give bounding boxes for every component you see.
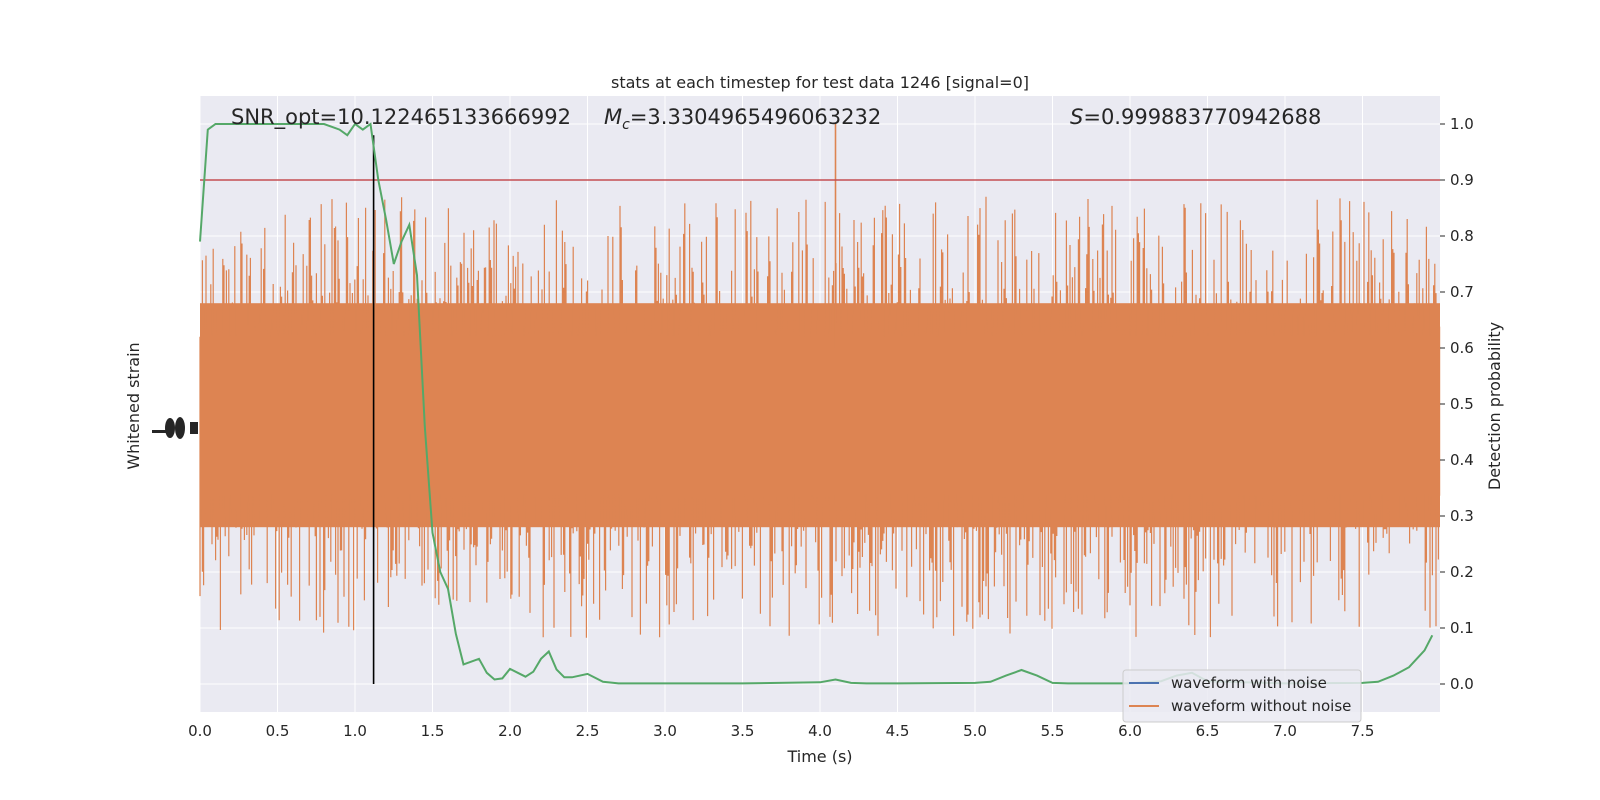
mc-subscript: c: [622, 117, 630, 133]
left-tick-blob: [152, 430, 168, 433]
left-axis-overlapped-ticks: [152, 417, 198, 439]
mc-value: =3.3304965496063232: [630, 105, 881, 129]
y-tick-label: 0.0: [1450, 675, 1474, 693]
x-tick-label: 0.5: [266, 722, 290, 740]
x-tick-label: 6.0: [1118, 722, 1142, 740]
x-tick-label: 0.0: [188, 722, 212, 740]
y-tick-label: 1.0: [1450, 115, 1474, 133]
waveform-without-noise-series: [199, 124, 1441, 638]
detection-probability-line: [199, 122, 1434, 685]
left-tick-blob: [175, 417, 185, 439]
x-tick-label: 7.0: [1273, 722, 1297, 740]
x-tick-label: 3.0: [653, 722, 677, 740]
y-tick-label: 0.3: [1450, 507, 1474, 525]
x-tick-label: 4.0: [808, 722, 832, 740]
y-tick-label: 0.8: [1450, 227, 1474, 245]
s-annotation: S=0.999883770942688: [1070, 105, 1321, 129]
x-tick-label: 4.5: [886, 722, 910, 740]
x-tick-label: 7.5: [1351, 722, 1375, 740]
x-tick-label: 5.0: [963, 722, 987, 740]
s-value: =0.999883770942688: [1083, 105, 1321, 129]
snr-annotation: SNR_opt=10.122465133666992: [231, 105, 571, 130]
x-tick-label: 2.5: [576, 722, 600, 740]
s-symbol: S: [1070, 105, 1083, 129]
y-tick-label: 0.5: [1450, 395, 1474, 413]
left-tick-blob: [165, 418, 175, 438]
waveform-trace: [199, 196, 1441, 638]
x-axis-label: Time (s): [786, 747, 852, 766]
x-tick-label: 1.5: [421, 722, 445, 740]
y-tick-label: 0.2: [1450, 563, 1474, 581]
x-axis-ticks: 0.0 0.5 1.0 1.5 2.0 2.5 3.0 3.5 4.0 4.5 5.0 5.5 6.0 6…: [188, 722, 1374, 740]
chart-title: stats at each timestep for test data 124…: [611, 73, 1029, 92]
y-tick-label: 0.7: [1450, 283, 1474, 301]
x-tick-label: 3.5: [731, 722, 755, 740]
y-tick-label: 0.9: [1450, 171, 1474, 189]
y-tick-label: 0.6: [1450, 339, 1474, 357]
legend-label-without-noise: waveform without noise: [1171, 697, 1351, 715]
left-tick-blob: [190, 422, 198, 434]
detection-probability-series: [199, 122, 1434, 685]
y-tick-label: 0.4: [1450, 451, 1474, 469]
mc-symbol: M: [604, 105, 622, 129]
x-tick-label: 6.5: [1196, 722, 1220, 740]
x-tick-label: 5.5: [1041, 722, 1065, 740]
legend-label-with-noise: waveform with noise: [1171, 674, 1327, 692]
mc-annotation: Mc=3.3304965496063232: [604, 105, 881, 133]
y-axis-label-left: Whitened strain: [124, 342, 143, 469]
x-tick-label: 2.0: [498, 722, 522, 740]
legend: waveform with noise waveform without noi…: [1122, 669, 1362, 723]
y-tick-label: 0.1: [1450, 619, 1474, 637]
y-axis-label-right: Detection probability: [1485, 322, 1504, 490]
y-right-axis-ticks: 0.0 0.1 0.2 0.3 0.4 0.5 0.6 0.7 0.8 0.9 1.0: [1440, 115, 1474, 693]
legend-box: [1122, 669, 1362, 723]
x-tick-label: 1.0: [343, 722, 367, 740]
